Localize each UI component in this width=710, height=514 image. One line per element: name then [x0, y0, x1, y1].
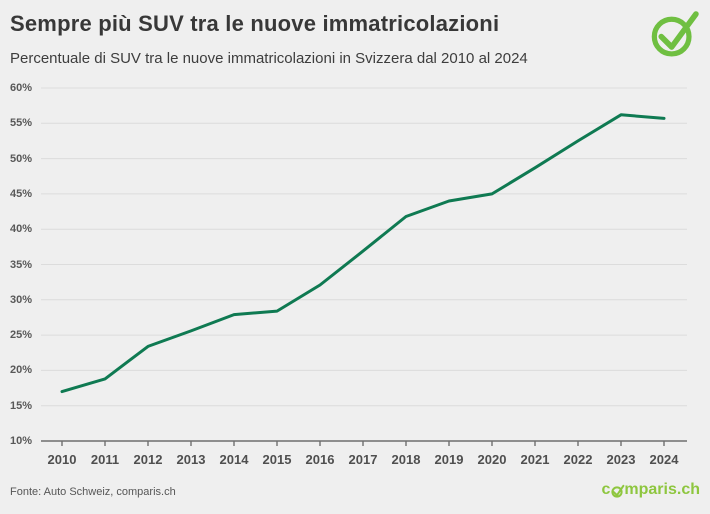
comparis-logo: c mparis.ch: [602, 481, 701, 499]
x-tick-label: 2020: [477, 452, 507, 467]
x-tick-label: 2014: [219, 452, 249, 467]
plot-svg: [41, 87, 687, 446]
suv-share-line: [60, 113, 666, 394]
x-tick-label: 2018: [391, 452, 421, 467]
comparis-o-check-icon: [611, 484, 625, 498]
page-title: Sempre più SUV tra le nuove immatricolaz…: [10, 11, 500, 36]
y-tick-label: 20%: [9, 364, 32, 377]
chart-subtitle: Percentuale di SUV tra le nuove immatric…: [10, 50, 528, 67]
x-tick-label: 2011: [90, 452, 120, 467]
y-tick-label: 40%: [9, 223, 32, 236]
y-tick-label: 35%: [9, 258, 32, 271]
y-tick-label: 50%: [9, 152, 32, 165]
x-tick-label: 2012: [133, 452, 163, 467]
y-tick-label: 60%: [9, 82, 32, 94]
x-tick-label: 2022: [563, 452, 593, 467]
check-circle-icon: [651, 11, 699, 57]
x-tick-label: 2019: [434, 452, 464, 467]
y-tick-label: 30%: [9, 293, 32, 306]
comparis-logo-post: mparis.ch: [624, 481, 700, 498]
x-tick-label: 2023: [606, 452, 636, 467]
y-tick-label: 55%: [9, 117, 32, 130]
y-tick-label: 45%: [9, 187, 32, 200]
y-tick-label: 10%: [9, 435, 32, 447]
source-note: Fonte: Auto Schweiz, comparis.ch: [10, 486, 176, 498]
y-tick-label: 15%: [9, 399, 32, 412]
x-tick-label: 2016: [305, 452, 335, 467]
x-tick-label: 2010: [47, 452, 77, 467]
x-tick-label: 2017: [348, 452, 378, 467]
comparis-logo-pre: c: [601, 481, 611, 498]
x-tick-label: 2015: [262, 452, 292, 467]
x-tick-label: 2021: [520, 452, 550, 467]
x-tick-label: 2013: [176, 452, 206, 467]
y-tick-label: 25%: [9, 329, 32, 342]
x-tick-label: 2024: [649, 452, 679, 467]
